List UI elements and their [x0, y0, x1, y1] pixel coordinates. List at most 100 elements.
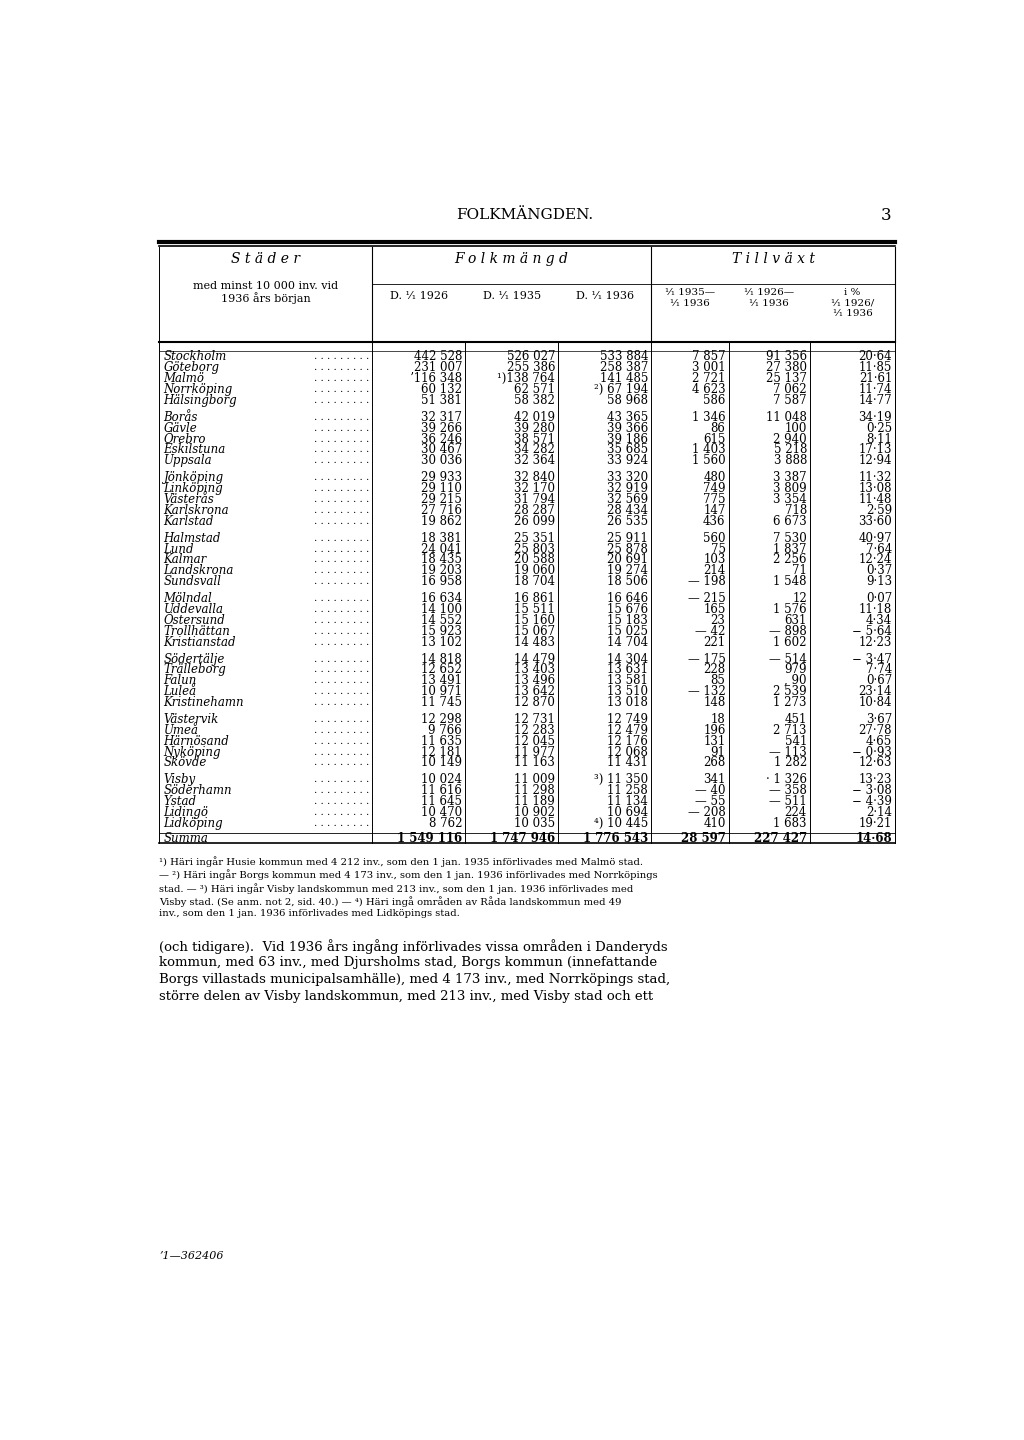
Text: 3 809: 3 809 — [773, 482, 807, 495]
Text: 12·23: 12·23 — [859, 635, 892, 648]
Text: ⁴) 10 445: ⁴) 10 445 — [594, 816, 648, 829]
Text: 16 646: 16 646 — [607, 592, 648, 605]
Text: . . . . . . . . .: . . . . . . . . . — [313, 595, 369, 603]
Text: ²) 67 194: ²) 67 194 — [594, 383, 648, 396]
Text: 11 163: 11 163 — [514, 756, 555, 769]
Text: — ²) Häri ingår Borgs kommun med 4 173 inv., som den 1 jan. 1936 införlivades me: — ²) Häri ingår Borgs kommun med 4 173 i… — [159, 870, 657, 880]
Text: 29 215: 29 215 — [421, 492, 462, 505]
Text: Uddevalla: Uddevalla — [164, 603, 223, 616]
Text: 30 467: 30 467 — [421, 444, 462, 456]
Text: 14 100: 14 100 — [421, 603, 462, 616]
Text: 11·18: 11·18 — [859, 603, 892, 616]
Text: 14 552: 14 552 — [421, 613, 462, 626]
Text: 71: 71 — [792, 564, 807, 577]
Text: 25 351: 25 351 — [514, 531, 555, 544]
Text: FOLKMÄNGDEN.: FOLKMÄNGDEN. — [457, 209, 593, 222]
Text: 19 203: 19 203 — [421, 564, 462, 577]
Text: 19·21: 19·21 — [859, 816, 892, 829]
Text: 410: 410 — [703, 816, 726, 829]
Text: 480: 480 — [703, 471, 726, 484]
Text: 32 569: 32 569 — [607, 492, 648, 505]
Text: Borgs villastads municipalsamhälle), med 4 173 inv., med Norrköpings stad,: Borgs villastads municipalsamhälle), med… — [159, 973, 670, 986]
Text: 10 971: 10 971 — [421, 685, 462, 698]
Text: . . . . . . . . .: . . . . . . . . . — [313, 474, 369, 482]
Text: 227 427: 227 427 — [754, 832, 807, 845]
Text: ’1—362406: ’1—362406 — [159, 1251, 223, 1261]
Text: . . . . . . . . .: . . . . . . . . . — [313, 353, 369, 361]
Text: 14·77: 14·77 — [858, 393, 892, 408]
Text: 0·07: 0·07 — [866, 592, 892, 605]
Text: − 0·93: − 0·93 — [852, 746, 892, 759]
Text: 10 902: 10 902 — [514, 806, 555, 819]
Text: 18 435: 18 435 — [421, 553, 462, 566]
Text: 8·11: 8·11 — [866, 432, 892, 445]
Text: 9 766: 9 766 — [428, 724, 462, 737]
Text: 15 025: 15 025 — [607, 625, 648, 638]
Text: 12: 12 — [793, 592, 807, 605]
Text: . . . . . . . . .: . . . . . . . . . — [313, 605, 369, 613]
Text: 148: 148 — [703, 696, 726, 708]
Text: 7 062: 7 062 — [773, 383, 807, 396]
Text: . . . . . . . . .: . . . . . . . . . — [313, 616, 369, 625]
Text: . . . . . . . . .: . . . . . . . . . — [313, 495, 369, 504]
Text: 42 019: 42 019 — [514, 410, 555, 423]
Text: Karlstad: Karlstad — [164, 514, 214, 527]
Text: 11 635: 11 635 — [421, 734, 462, 747]
Text: Nyköping: Nyköping — [164, 746, 221, 759]
Text: 27 716: 27 716 — [421, 504, 462, 517]
Text: 11 298: 11 298 — [514, 785, 555, 798]
Text: . . . . . . . . .: . . . . . . . . . — [313, 517, 369, 526]
Text: 12·94: 12·94 — [859, 454, 892, 467]
Text: T i l l v ä x t: T i l l v ä x t — [732, 252, 815, 266]
Text: 20·64: 20·64 — [858, 350, 892, 363]
Text: 91 356: 91 356 — [766, 350, 807, 363]
Text: . . . . . . . . .: . . . . . . . . . — [313, 655, 369, 664]
Text: 14 304: 14 304 — [607, 652, 648, 665]
Text: 26 535: 26 535 — [607, 514, 648, 527]
Text: 7·74: 7·74 — [866, 664, 892, 677]
Text: . . . . . . . . .: . . . . . . . . . — [313, 737, 369, 746]
Text: 10 694: 10 694 — [607, 806, 648, 819]
Text: 214: 214 — [703, 564, 726, 577]
Text: 19 274: 19 274 — [607, 564, 648, 577]
Text: 615: 615 — [703, 432, 726, 445]
Text: Söderhamn: Söderhamn — [164, 785, 232, 798]
Text: Umeå: Umeå — [164, 724, 199, 737]
Text: Lidingö: Lidingö — [164, 806, 209, 819]
Text: — 55: — 55 — [695, 795, 726, 808]
Text: 255 386: 255 386 — [507, 361, 555, 374]
Text: Trollhättan: Trollhättan — [164, 625, 230, 638]
Text: 10 024: 10 024 — [421, 773, 462, 786]
Text: kommun, med 63 inv., med Djursholms stad, Borgs kommun (innefattande: kommun, med 63 inv., med Djursholms stad… — [159, 956, 657, 969]
Text: med minst 10 000 inv. vid
1936 års början: med minst 10 000 inv. vid 1936 års börja… — [193, 281, 338, 304]
Text: . . . . . . . . .: . . . . . . . . . — [313, 363, 369, 372]
Text: 224: 224 — [784, 806, 807, 819]
Text: 7 587: 7 587 — [773, 393, 807, 408]
Text: Kristinehamn: Kristinehamn — [164, 696, 245, 708]
Text: — 42: — 42 — [695, 625, 726, 638]
Text: 6 673: 6 673 — [773, 514, 807, 527]
Text: . . . . . . . . .: . . . . . . . . . — [313, 819, 369, 828]
Text: 533 884: 533 884 — [599, 350, 648, 363]
Text: Härnösand: Härnösand — [164, 734, 229, 747]
Text: 27·78: 27·78 — [859, 724, 892, 737]
Text: . . . . . . . . .: . . . . . . . . . — [313, 396, 369, 405]
Text: 13 581: 13 581 — [607, 674, 648, 687]
Text: Ystad: Ystad — [164, 795, 197, 808]
Text: Malmö: Malmö — [164, 372, 205, 384]
Text: 85: 85 — [711, 674, 726, 687]
Text: Örebro: Örebro — [164, 432, 206, 445]
Text: 631: 631 — [784, 613, 807, 626]
Text: i %
¹⁄₁ 1926/
¹⁄₁ 1936: i % ¹⁄₁ 1926/ ¹⁄₁ 1936 — [831, 288, 874, 318]
Text: 1 683: 1 683 — [773, 816, 807, 829]
Text: 60 132: 60 132 — [421, 383, 462, 396]
Text: 34 282: 34 282 — [514, 444, 555, 456]
Text: 39 266: 39 266 — [421, 422, 462, 435]
Text: 13 642: 13 642 — [514, 685, 555, 698]
Text: 7 857: 7 857 — [692, 350, 726, 363]
Text: 258 387: 258 387 — [600, 361, 648, 374]
Text: 13 018: 13 018 — [607, 696, 648, 708]
Text: 0·37: 0·37 — [866, 564, 892, 577]
Text: — 208: — 208 — [688, 806, 726, 819]
Text: . . . . . . . . .: . . . . . . . . . — [313, 505, 369, 516]
